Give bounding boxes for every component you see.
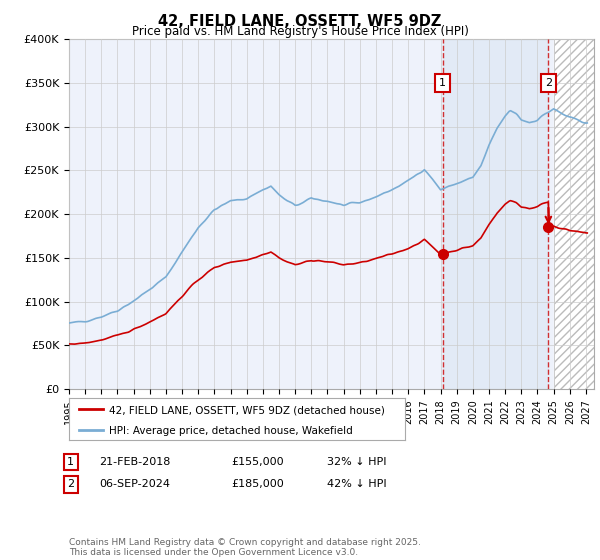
Text: 1: 1: [439, 78, 446, 88]
Text: 2: 2: [67, 479, 74, 489]
Text: 42, FIELD LANE, OSSETT, WF5 9DZ (detached house): 42, FIELD LANE, OSSETT, WF5 9DZ (detache…: [109, 405, 385, 415]
Text: Price paid vs. HM Land Registry's House Price Index (HPI): Price paid vs. HM Land Registry's House …: [131, 25, 469, 38]
Text: 1: 1: [67, 457, 74, 467]
Bar: [443, 39, 548, 389]
Text: £185,000: £185,000: [231, 479, 284, 489]
Text: 06-SEP-2024: 06-SEP-2024: [99, 479, 170, 489]
Text: 42, FIELD LANE, OSSETT, WF5 9DZ: 42, FIELD LANE, OSSETT, WF5 9DZ: [158, 14, 442, 29]
Text: Contains HM Land Registry data © Crown copyright and database right 2025.
This d: Contains HM Land Registry data © Crown c…: [69, 538, 421, 557]
Text: 2: 2: [545, 78, 552, 88]
Bar: [554, 39, 594, 389]
Bar: [554, 39, 594, 389]
Text: 42% ↓ HPI: 42% ↓ HPI: [327, 479, 386, 489]
Text: 21-FEB-2018: 21-FEB-2018: [99, 457, 170, 467]
Text: £155,000: £155,000: [231, 457, 284, 467]
Text: 32% ↓ HPI: 32% ↓ HPI: [327, 457, 386, 467]
Text: HPI: Average price, detached house, Wakefield: HPI: Average price, detached house, Wake…: [109, 426, 353, 436]
